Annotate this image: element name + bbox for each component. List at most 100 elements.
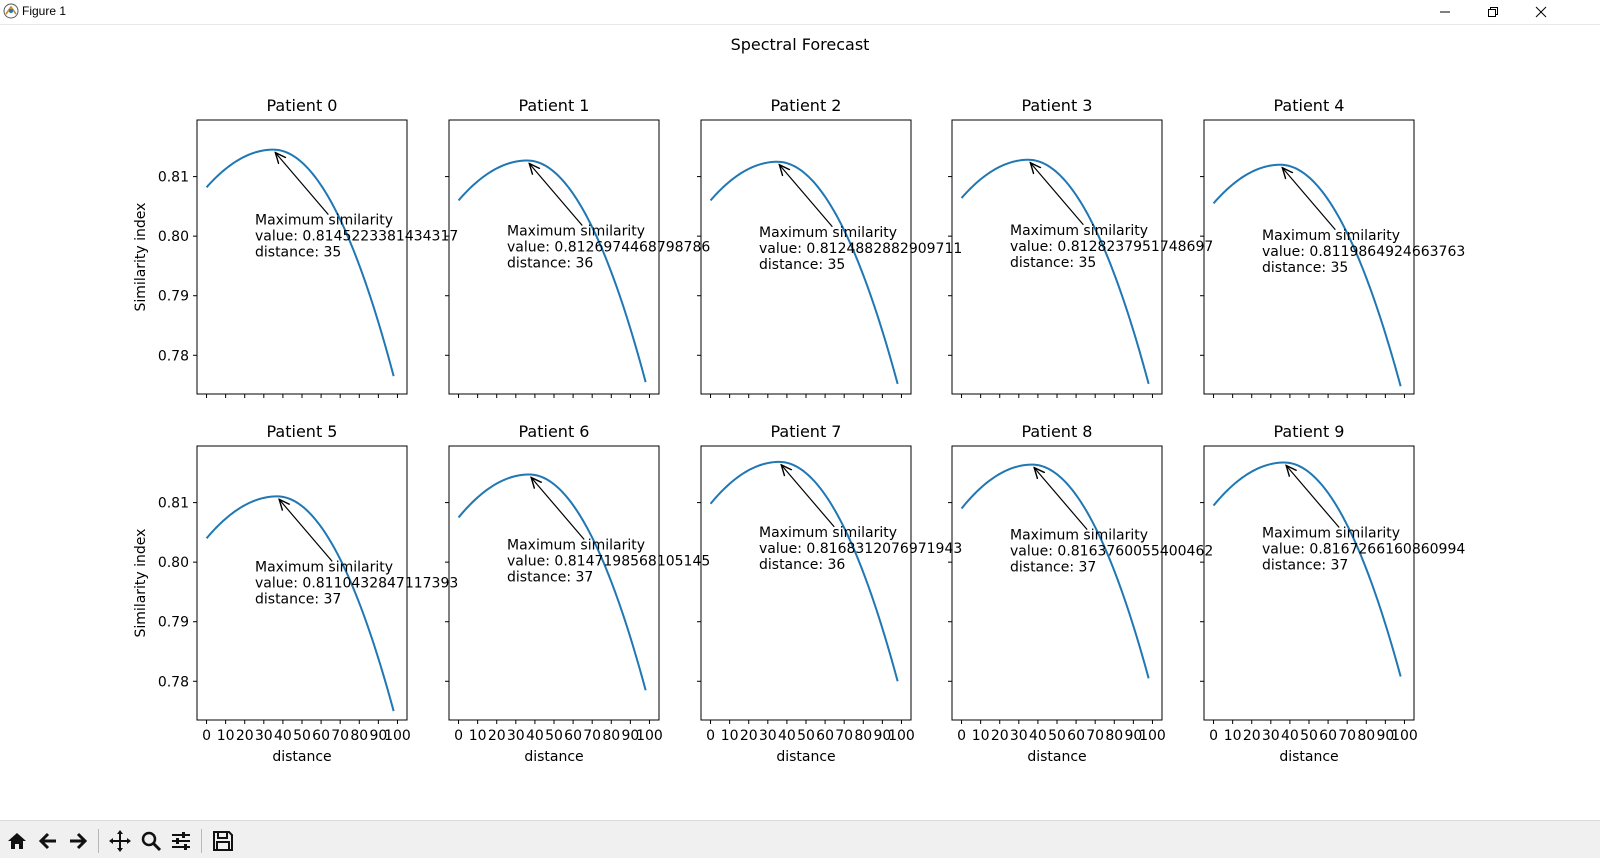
annotation-arrow — [531, 477, 585, 540]
close-icon — [1535, 6, 1547, 18]
x-tick-label: 0 — [202, 728, 211, 744]
x-tick-label: 100 — [384, 728, 411, 744]
home-button[interactable] — [3, 827, 31, 855]
y-tick-label: 0.78 — [158, 348, 189, 364]
series-line — [1212, 461, 1402, 677]
annotation-line-2: value: 0.8119864924663763 — [1262, 244, 1465, 260]
series-line — [960, 158, 1150, 385]
series-line — [457, 159, 647, 383]
annotation-arrow — [779, 165, 833, 228]
annotation-line-3: distance: 37 — [1262, 558, 1348, 574]
annotation-line-1: Maximum similarity — [255, 213, 393, 229]
restore-icon — [1488, 7, 1498, 17]
y-tick-label: 0.79 — [158, 289, 189, 305]
zoom-icon — [141, 831, 162, 852]
minimize-icon — [1440, 11, 1450, 13]
x-tick-label: 30 — [759, 728, 777, 744]
x-tick-label: 70 — [835, 728, 853, 744]
forward-button[interactable] — [64, 827, 92, 855]
x-tick-label: 90 — [1124, 728, 1142, 744]
home-icon — [8, 833, 26, 849]
y-axis-label: Similarity index — [133, 203, 149, 312]
annotation-line-3: distance: 37 — [255, 591, 341, 607]
x-tick-label: 40 — [1281, 728, 1299, 744]
y-axis-label: Similarity index — [133, 529, 149, 638]
series-line — [1212, 163, 1402, 387]
x-tick-label: 100 — [1139, 728, 1166, 744]
annotation-line-1: Maximum similarity — [255, 559, 393, 575]
x-tick-label: 50 — [545, 728, 563, 744]
minimize-button[interactable] — [1422, 0, 1468, 24]
x-tick-label: 10 — [469, 728, 487, 744]
x-tick-label: 10 — [217, 728, 235, 744]
configure-subplots-button[interactable] — [167, 827, 195, 855]
annotation-line-3: distance: 35 — [1262, 260, 1348, 276]
navigation-toolbar — [0, 820, 1600, 858]
annotation-arrow — [275, 153, 329, 216]
forward-icon — [70, 832, 88, 850]
save-button[interactable] — [209, 827, 237, 855]
annotation-line-1: Maximum similarity — [507, 537, 645, 553]
back-button[interactable] — [34, 827, 62, 855]
x-tick-label: 80 — [602, 728, 620, 744]
subplot-title: Patient 6 — [519, 422, 590, 441]
x-tick-label: 100 — [888, 728, 915, 744]
x-tick-label: 30 — [507, 728, 525, 744]
x-tick-label: 80 — [1105, 728, 1123, 744]
annotation-line-1: Maximum similarity — [1262, 228, 1400, 244]
subplot-title: Patient 9 — [1274, 422, 1345, 441]
x-tick-label: 10 — [1224, 728, 1242, 744]
close-button[interactable] — [1518, 0, 1564, 24]
window-title: Figure 1 — [22, 4, 67, 18]
subplot-title: Patient 5 — [267, 422, 338, 441]
subplot-title: Patient 4 — [1274, 96, 1345, 115]
series-line — [709, 160, 899, 385]
x-tick-label: 60 — [564, 728, 582, 744]
x-tick-label: 30 — [1262, 728, 1280, 744]
x-tick-label: 100 — [636, 728, 663, 744]
x-axis-label: distance — [1279, 749, 1338, 765]
app-icon — [3, 3, 19, 19]
x-axis-label: distance — [524, 749, 583, 765]
x-axis-label: distance — [272, 749, 331, 765]
annotation-line-3: distance: 36 — [759, 557, 845, 573]
x-tick-label: 80 — [854, 728, 872, 744]
series-line — [709, 460, 899, 682]
annotation-line-2: value: 0.8168312076971943 — [759, 541, 962, 557]
annotation-line-2: value: 0.8163760055400462 — [1010, 544, 1213, 560]
window-titlebar: Figure 1 — [0, 0, 1600, 25]
annotation-line-2: value: 0.8110432847117393 — [255, 575, 458, 591]
annotation-line-3: distance: 35 — [255, 245, 341, 261]
annotation-line-3: distance: 35 — [759, 257, 845, 273]
x-tick-label: 40 — [274, 728, 292, 744]
restore-button[interactable] — [1470, 0, 1516, 24]
annotation-line-1: Maximum similarity — [759, 525, 897, 541]
x-tick-label: 60 — [816, 728, 834, 744]
annotation-line-2: value: 0.8145223381434317 — [255, 229, 458, 245]
x-tick-label: 70 — [1086, 728, 1104, 744]
annotation-line-3: distance: 37 — [507, 569, 593, 585]
figure-suptitle: Spectral Forecast — [731, 35, 870, 54]
series-line — [205, 148, 395, 377]
annotation-arrow — [1282, 168, 1336, 231]
annotation-line-2: value: 0.8167266160860994 — [1262, 542, 1465, 558]
annotation-line-2: value: 0.8128237951748697 — [1010, 239, 1213, 255]
x-tick-label: 30 — [255, 728, 273, 744]
annotation-line-2: value: 0.8126974468798786 — [507, 240, 710, 256]
zoom-button[interactable] — [137, 827, 165, 855]
toolbar-separator — [98, 829, 99, 853]
x-tick-label: 50 — [1300, 728, 1318, 744]
annotation-arrow — [1286, 466, 1340, 528]
pan-icon — [109, 830, 131, 852]
subplot-title: Patient 0 — [267, 96, 338, 115]
x-tick-label: 0 — [1209, 728, 1218, 744]
x-tick-label: 70 — [331, 728, 349, 744]
pan-button[interactable] — [106, 827, 134, 855]
series-line — [960, 463, 1150, 679]
toolbar-separator — [201, 829, 202, 853]
x-tick-label: 60 — [1067, 728, 1085, 744]
subplot-title: Patient 2 — [771, 96, 842, 115]
figure-canvas: Spectral Forecast Patient 0 0.78 0.79 0.80 0… — [133, 35, 1465, 765]
x-tick-label: 90 — [1376, 728, 1394, 744]
y-tick-label: 0.78 — [158, 674, 189, 690]
